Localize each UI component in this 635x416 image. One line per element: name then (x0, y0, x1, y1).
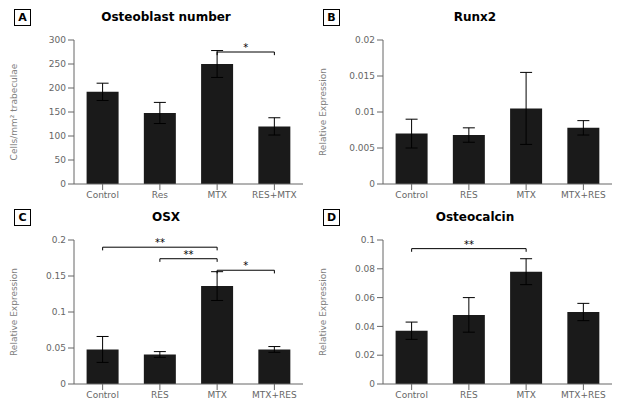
html-text:A: A (18, 10, 27, 24)
svg-text:Control: Control (86, 390, 119, 400)
svg-text:0: 0 (369, 179, 375, 189)
svg-text:Control: Control (395, 190, 428, 200)
svg-text:200: 200 (49, 83, 66, 93)
svg-text:150: 150 (49, 107, 66, 117)
svg-text:0.02: 0.02 (355, 350, 375, 360)
html-text:Osteocalcin: Osteocalcin (435, 210, 515, 224)
html-text:D: D (326, 210, 337, 224)
svg-text:RES+MTX: RES+MTX (252, 190, 297, 200)
svg-text:MTX: MTX (516, 190, 535, 200)
html-text:Runx2: Runx2 (453, 10, 497, 24)
svg-text:Res: Res (152, 190, 168, 200)
svg-text:100: 100 (49, 131, 66, 141)
svg-text:0.15: 0.15 (46, 271, 66, 281)
svg-text:RES: RES (460, 390, 478, 400)
svg-text:0.01: 0.01 (355, 107, 375, 117)
svg-text:0.04: 0.04 (355, 322, 375, 332)
svg-text:0.08: 0.08 (355, 264, 375, 274)
svg-text:MTX: MTX (207, 390, 226, 400)
svg-text:0: 0 (60, 379, 66, 389)
svg-text:MTX: MTX (207, 190, 226, 200)
svg-text:MTX+RES: MTX+RES (561, 390, 606, 400)
svg-text:0.015: 0.015 (349, 71, 375, 81)
svg-text:RES: RES (460, 190, 478, 200)
svg-text:0.1: 0.1 (52, 307, 66, 317)
svg-text:MTX: MTX (516, 390, 535, 400)
svg-text:Control: Control (86, 190, 119, 200)
svg-text:*: * (243, 42, 248, 53)
html-text:OSX: OSX (151, 210, 180, 224)
svg-text:RES: RES (151, 390, 169, 400)
svg-text:0.2: 0.2 (52, 235, 66, 245)
svg-text:300: 300 (49, 35, 66, 45)
svg-text:250: 250 (49, 59, 66, 69)
svg-text:0.005: 0.005 (349, 143, 375, 153)
svg-text:Relative Expression: Relative Expression (9, 268, 19, 356)
svg-text:MTX+RES: MTX+RES (252, 390, 297, 400)
svg-text:Relative Expression: Relative Expression (318, 68, 328, 156)
svg-text:*: * (243, 260, 248, 271)
html-text:Osteoblast number: Osteoblast number (101, 10, 231, 24)
svg-text:**: ** (184, 249, 194, 260)
svg-text:0.06: 0.06 (355, 293, 375, 303)
svg-text:Control: Control (395, 390, 428, 400)
svg-text:0.05: 0.05 (46, 343, 66, 353)
svg-text:0.1: 0.1 (361, 235, 375, 245)
html-text:B: B (327, 10, 336, 24)
svg-text:0: 0 (60, 179, 66, 189)
svg-text:**: ** (464, 239, 474, 250)
svg-text:Cells/mm² trabeculae: Cells/mm² trabeculae (9, 63, 19, 160)
svg-text:MTX+RES: MTX+RES (561, 190, 606, 200)
svg-text:Relative Expression: Relative Expression (318, 268, 328, 356)
svg-text:**: ** (155, 237, 165, 248)
svg-text:0: 0 (369, 379, 375, 389)
svg-text:0.02: 0.02 (355, 35, 375, 45)
svg-text:50: 50 (55, 155, 67, 165)
html-text:C: C (18, 210, 27, 224)
